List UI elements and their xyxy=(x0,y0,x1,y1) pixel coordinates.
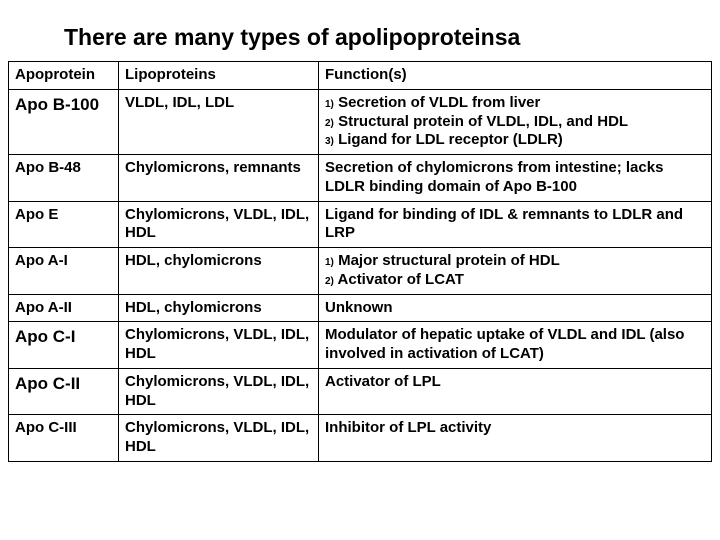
table-row: Apo B-100 VLDL, IDL, LDL 1) Secretion of… xyxy=(9,89,712,154)
table-row: Apo C-III Chylomicrons, VLDL, IDL, HDL I… xyxy=(9,415,712,462)
list-number: 2) xyxy=(325,118,334,129)
cell-lipoproteins: VLDL, IDL, LDL xyxy=(119,89,319,154)
table-row: Apo C-II Chylomicrons, VLDL, IDL, HDL Ac… xyxy=(9,368,712,415)
list-text: Secretion of VLDL from liver xyxy=(334,94,540,111)
cell-apoprotein: Apo B-48 xyxy=(9,155,119,202)
cell-functions: Unknown xyxy=(319,294,712,322)
cell-apoprotein: Apo E xyxy=(9,201,119,248)
table-row: Apo A-II HDL, chylomicrons Unknown xyxy=(9,294,712,322)
cell-apoprotein: Apo A-I xyxy=(9,248,119,295)
cell-apoprotein: Apo C-I xyxy=(9,322,119,369)
header-functions: Function(s) xyxy=(319,62,712,90)
cell-lipoproteins: HDL, chylomicrons xyxy=(119,248,319,295)
page-title: There are many types of apolipoproteinsa xyxy=(64,24,712,51)
cell-lipoproteins: Chylomicrons, VLDL, IDL, HDL xyxy=(119,368,319,415)
cell-lipoproteins: Chylomicrons, VLDL, IDL, HDL xyxy=(119,415,319,462)
cell-lipoproteins: HDL, chylomicrons xyxy=(119,294,319,322)
list-number: 3) xyxy=(325,136,334,147)
apolipoprotein-table: Apoprotein Lipoproteins Function(s) Apo … xyxy=(8,61,712,462)
table-row: Apo C-I Chylomicrons, VLDL, IDL, HDL Mod… xyxy=(9,322,712,369)
cell-functions: Secretion of chylomicrons from intestine… xyxy=(319,155,712,202)
cell-functions: 1) Major structural protein of HDL 2) Ac… xyxy=(319,248,712,295)
cell-lipoproteins: Chylomicrons, VLDL, IDL, HDL xyxy=(119,201,319,248)
list-number: 1) xyxy=(325,257,334,268)
cell-functions: Ligand for binding of IDL & remnants to … xyxy=(319,201,712,248)
cell-apoprotein: Apo C-II xyxy=(9,368,119,415)
cell-functions: 1) Secretion of VLDL from liver 2) Struc… xyxy=(319,89,712,154)
header-lipoproteins: Lipoproteins xyxy=(119,62,319,90)
list-number: 2) xyxy=(325,276,334,287)
cell-apoprotein: Apo C-III xyxy=(9,415,119,462)
cell-functions: Inhibitor of LPL activity xyxy=(319,415,712,462)
list-text: Activator of LCAT xyxy=(334,271,464,288)
list-number: 1) xyxy=(325,99,334,110)
cell-lipoproteins: Chylomicrons, VLDL, IDL, HDL xyxy=(119,322,319,369)
list-text: Structural protein of VLDL, IDL, and HDL xyxy=(334,113,628,130)
list-text: Major structural protein of HDL xyxy=(334,252,560,269)
cell-apoprotein: Apo B-100 xyxy=(9,89,119,154)
cell-functions: Modulator of hepatic uptake of VLDL and … xyxy=(319,322,712,369)
cell-lipoproteins: Chylomicrons, remnants xyxy=(119,155,319,202)
table-row: Apo E Chylomicrons, VLDL, IDL, HDL Ligan… xyxy=(9,201,712,248)
list-text: Ligand for LDL receptor (LDLR) xyxy=(334,131,563,148)
table-row: Apo B-48 Chylomicrons, remnants Secretio… xyxy=(9,155,712,202)
table-row: Apo A-I HDL, chylomicrons 1) Major struc… xyxy=(9,248,712,295)
header-apoprotein: Apoprotein xyxy=(9,62,119,90)
cell-functions: Activator of LPL xyxy=(319,368,712,415)
table-header-row: Apoprotein Lipoproteins Function(s) xyxy=(9,62,712,90)
cell-apoprotein: Apo A-II xyxy=(9,294,119,322)
